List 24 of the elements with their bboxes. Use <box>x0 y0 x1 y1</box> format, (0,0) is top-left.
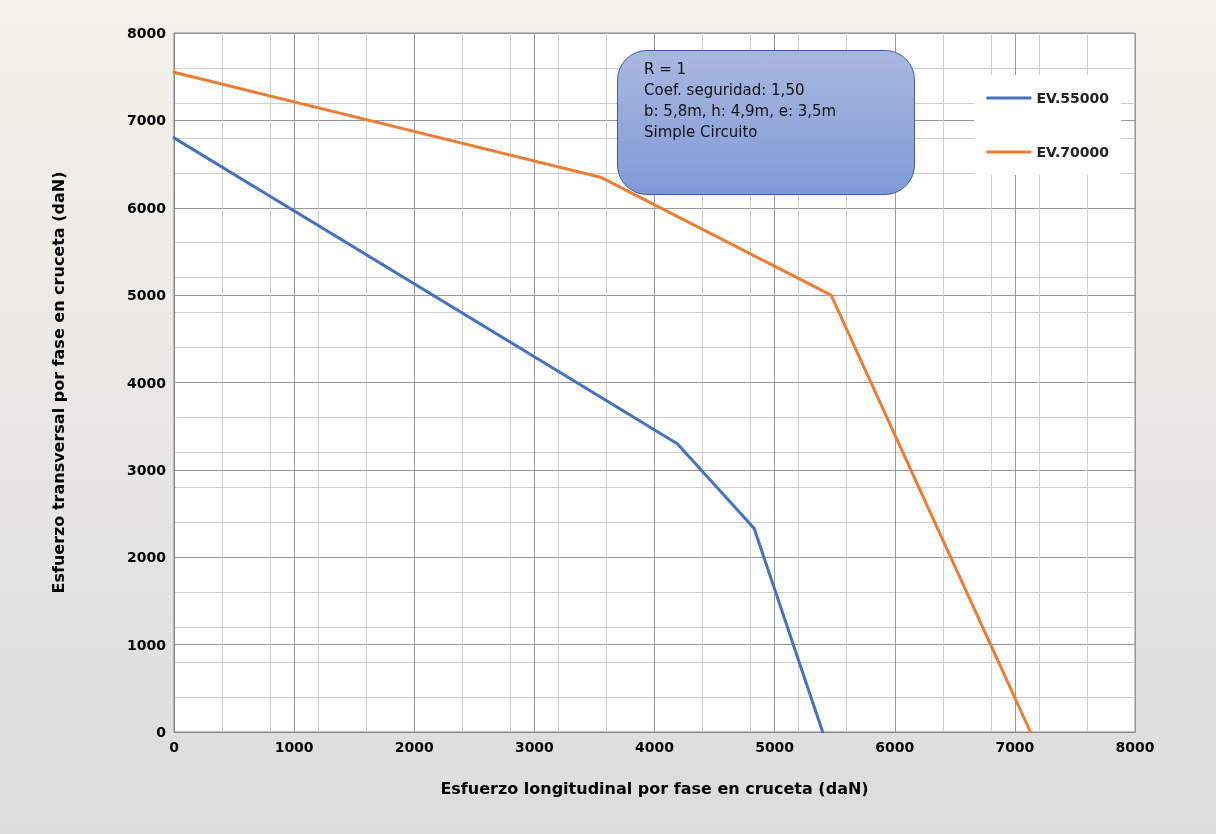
legend-label: EV.70000 <box>1036 144 1110 160</box>
x-axis-title: Esfuerzo longitudinal por fase en cruceta (daN) <box>440 778 869 798</box>
y-tick-label: 6000 <box>127 199 167 216</box>
x-tick-label: 3000 <box>514 739 555 755</box>
y-tick-label: 4000 <box>127 374 167 391</box>
x-tick-label: 2000 <box>394 739 434 755</box>
y-tick-label: 8000 <box>127 25 167 41</box>
y-tick-label: 2000 <box>127 549 167 566</box>
x-tick-label: 0 <box>169 739 180 755</box>
rounded-box: R = 1 Coef. seguridad: 1,50 b: 5,8m, h: 4,9m, e: 3,5m Simple Circuito <box>617 50 915 195</box>
annotation: R = 1 Coef. seguridad: 1,50 b: 5,8m, h: 4,9m, e: 3,5m Simple Circuito <box>644 59 837 143</box>
x-tick-label: 4000 <box>635 739 675 755</box>
y-axis-title: Esfuerzo transversal por fase en cruceta (daN) <box>48 171 68 594</box>
y-tick-label: 5000 <box>127 287 167 304</box>
y-tick-label: 0 <box>156 724 167 740</box>
y-tick-label: 7000 <box>127 112 167 129</box>
x-tick-label: 7000 <box>995 739 1035 755</box>
y-tick-label: 3000 <box>127 461 167 478</box>
x-tick-label: 6000 <box>875 739 915 755</box>
x-tick-label: 8000 <box>1115 739 1155 755</box>
y-tick-label: 1000 <box>127 636 167 653</box>
legend-label: EV.55000 <box>1036 90 1110 106</box>
x-tick-label: 1000 <box>274 739 314 755</box>
x-tick-label: 5000 <box>755 739 795 755</box>
